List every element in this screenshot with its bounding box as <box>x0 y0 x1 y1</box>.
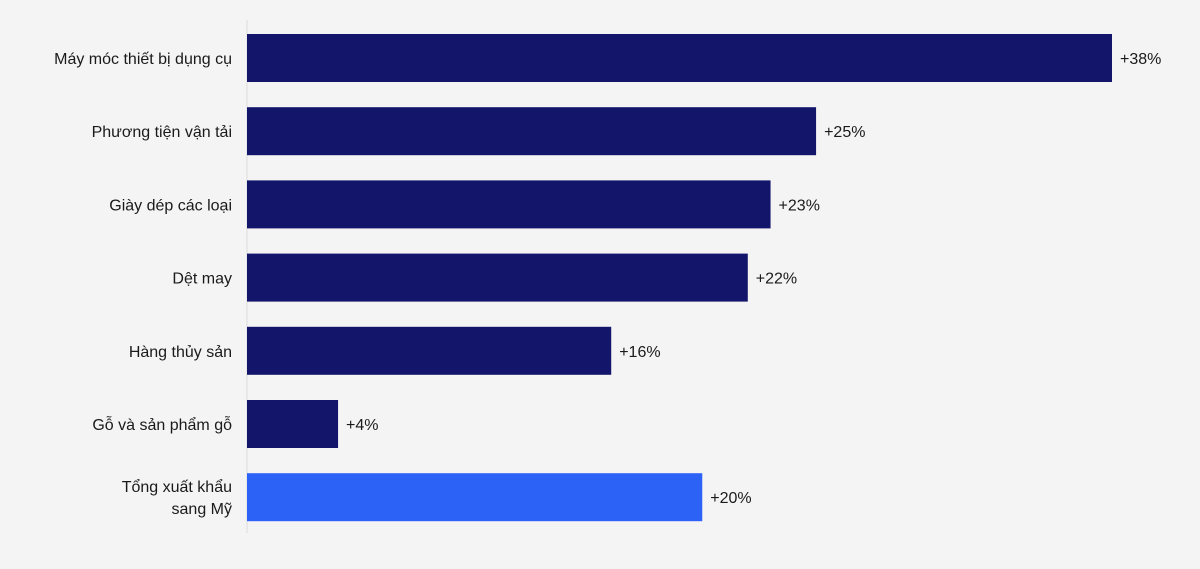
data-label: +38% <box>1120 51 1161 68</box>
data-label: +22% <box>756 271 797 288</box>
category-label: Phương tiện vận tải <box>92 124 232 141</box>
category-label: Tổng xuất khẩu sang Mỹ <box>122 478 232 518</box>
bar <box>247 34 1112 82</box>
bar <box>247 253 748 302</box>
data-label: +20% <box>710 490 751 507</box>
category-label: Hàng thủy sản <box>129 344 232 361</box>
category-label: Máy móc thiết bị dụng cụ <box>54 51 232 68</box>
category-label: Dệt may <box>172 271 232 288</box>
bar <box>247 180 771 229</box>
bar <box>247 473 703 522</box>
bar <box>247 400 339 448</box>
data-label: +4% <box>346 417 378 434</box>
bar <box>247 326 612 375</box>
category-label: Giày dép các loại <box>109 197 232 214</box>
data-label: +23% <box>779 197 820 214</box>
category-label: Gỗ và sản phẩm gỗ <box>92 415 232 434</box>
bar <box>247 107 817 156</box>
data-label: +16% <box>619 344 660 361</box>
data-label: +25% <box>824 124 865 141</box>
